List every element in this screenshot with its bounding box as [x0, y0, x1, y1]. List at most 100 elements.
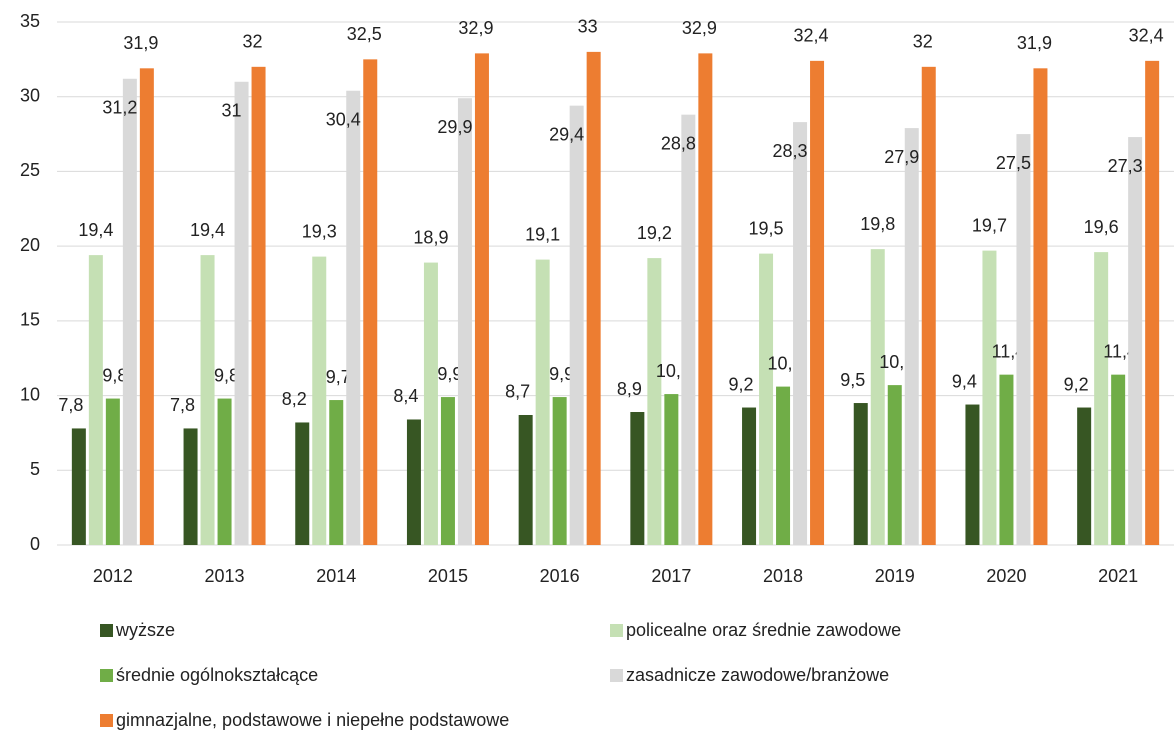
value-label: 18,9	[413, 227, 448, 247]
value-label: 19,6	[1084, 217, 1119, 237]
value-label: 19,4	[190, 220, 225, 240]
bar	[71, 428, 86, 545]
legend-swatch	[100, 624, 113, 637]
y-tick-label: 30	[20, 85, 40, 105]
bar	[776, 386, 791, 545]
bar	[234, 81, 249, 546]
value-label: 9,4	[952, 371, 977, 391]
bar	[1111, 374, 1126, 545]
bar	[217, 398, 232, 545]
bar	[681, 114, 696, 545]
legend-label: gimnazjalne, podstawowe i niepełne podst…	[116, 710, 509, 730]
x-tick-label: 2021	[1098, 566, 1138, 586]
value-label: 32	[243, 32, 263, 52]
bar	[406, 419, 421, 545]
bar	[1033, 68, 1048, 545]
value-label: 9,9	[437, 364, 462, 384]
x-tick-label: 2017	[651, 566, 691, 586]
bar	[183, 428, 198, 545]
bar	[793, 122, 808, 546]
bar	[853, 403, 868, 545]
value-label: 8,4	[393, 386, 418, 406]
value-label: 29,4	[549, 124, 584, 144]
y-tick-label: 25	[20, 160, 40, 180]
bar	[569, 105, 584, 546]
value-label: 9,2	[729, 374, 754, 394]
value-label: 32	[913, 32, 933, 52]
value-label: 7,8	[170, 395, 195, 415]
bar	[251, 66, 266, 545]
y-tick-label: 15	[20, 310, 40, 330]
bar	[329, 400, 344, 545]
value-label: 9,8	[102, 365, 127, 385]
x-tick-label: 2016	[540, 566, 580, 586]
value-label: 27,9	[884, 147, 919, 167]
value-label: 31,9	[1017, 33, 1052, 53]
bar	[647, 258, 662, 545]
x-tick-label: 2013	[205, 566, 245, 586]
y-tick-label: 10	[20, 384, 40, 404]
value-label: 8,9	[617, 379, 642, 399]
legend-swatch	[100, 714, 113, 727]
bar	[312, 256, 327, 545]
bar	[552, 397, 567, 545]
bar	[759, 253, 774, 545]
value-label: 9,5	[840, 370, 865, 390]
bar	[698, 53, 713, 545]
x-tick-label: 2015	[428, 566, 468, 586]
legend-label: średnie ogólnokształcące	[116, 665, 318, 685]
value-label: 7,8	[58, 395, 83, 415]
bar	[1094, 252, 1109, 545]
y-tick-label: 5	[30, 459, 40, 479]
value-label: 28,8	[661, 133, 696, 153]
bar	[1016, 134, 1031, 546]
bar	[630, 412, 645, 545]
bar	[200, 255, 215, 545]
x-tick-label: 2018	[763, 566, 803, 586]
value-label: 31,9	[123, 33, 158, 53]
value-label: 29,9	[437, 117, 472, 137]
value-label: 8,7	[505, 382, 530, 402]
legend-swatch	[100, 669, 113, 682]
value-label: 32,9	[682, 18, 717, 38]
bar	[965, 404, 980, 545]
bar	[982, 250, 997, 545]
value-label: 9,9	[549, 364, 574, 384]
value-label: 8,2	[282, 389, 307, 409]
value-label: 19,2	[637, 223, 672, 243]
value-label: 32,5	[347, 24, 382, 44]
bar	[423, 262, 438, 545]
value-label: 19,3	[302, 221, 337, 241]
value-label: 30,4	[326, 109, 361, 129]
bar	[1128, 137, 1143, 545]
value-label: 19,4	[78, 220, 113, 240]
legend-label: zasadnicze zawodowe/branżowe	[626, 665, 889, 685]
value-label: 33	[578, 17, 598, 37]
bar	[535, 259, 550, 545]
value-label: 31,2	[102, 98, 137, 118]
bar	[887, 385, 902, 545]
value-label: 32,9	[458, 18, 493, 38]
bar	[88, 255, 103, 545]
bar	[810, 60, 825, 545]
bar	[921, 66, 936, 545]
bar	[295, 422, 310, 545]
bar	[1077, 407, 1092, 545]
legend-swatch	[610, 669, 623, 682]
legend-swatch	[610, 624, 623, 637]
bar	[457, 98, 472, 546]
value-label: 32,4	[794, 26, 829, 46]
value-label: 19,5	[749, 218, 784, 238]
y-tick-label: 20	[20, 235, 40, 255]
value-label: 19,8	[860, 214, 895, 234]
x-tick-label: 2012	[93, 566, 133, 586]
value-label: 9,2	[1064, 374, 1089, 394]
bar	[999, 374, 1014, 545]
x-tick-label: 2014	[316, 566, 356, 586]
value-label: 19,7	[972, 215, 1007, 235]
bar	[664, 394, 679, 545]
bar	[105, 398, 120, 545]
legend-label: policealne oraz średnie zawodowe	[626, 620, 901, 640]
bar	[346, 90, 361, 545]
